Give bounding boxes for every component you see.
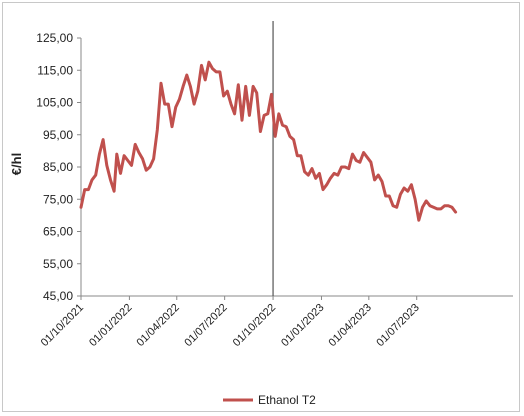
y-tick-label: 105,00 (36, 96, 73, 110)
y-tick-labels: 45,00 55,00 65,00 75,00 85,00 95,00 105,00 115,… (36, 31, 73, 303)
y-tick-label: 65,00 (43, 225, 73, 239)
x-tick-label: 01/01/2023 (279, 302, 326, 349)
x-tick-label: 01/10/2022 (231, 302, 278, 349)
y-tick-label: 45,00 (43, 289, 73, 303)
y-tick-label: 75,00 (43, 192, 73, 206)
line-chart: 45,00 55,00 65,00 75,00 85,00 95,00 105,00 115,… (9, 21, 513, 407)
y-tick-label: 55,00 (43, 257, 73, 271)
y-tick-label: 95,00 (43, 128, 73, 142)
chart-frame: 45,00 55,00 65,00 75,00 85,00 95,00 105,00 115,… (2, 2, 520, 412)
series-line-ethanol-t2 (79, 60, 458, 222)
x-tick-label: 01/04/2022 (134, 302, 181, 349)
x-tick-labels: 01/10/2021 01/01/2022 01/04/2022 01/07/2022… (39, 302, 422, 349)
x-tick-label: 01/01/2022 (87, 302, 134, 349)
y-tick-label: 85,00 (43, 160, 73, 174)
x-tick-label: 01/07/2023 (374, 302, 421, 349)
y-axis-label: €/hl (9, 153, 24, 175)
x-tick-label: 01/07/2022 (182, 302, 229, 349)
y-tick-label: 125,00 (36, 31, 73, 45)
y-tick-label: 115,00 (37, 63, 73, 77)
legend-label: Ethanol T2 (258, 393, 316, 407)
x-tick-label: 01/04/2023 (327, 302, 374, 349)
legend: Ethanol T2 (223, 393, 316, 407)
x-tick-label: 01/10/2021 (39, 302, 86, 349)
axes (77, 37, 513, 300)
